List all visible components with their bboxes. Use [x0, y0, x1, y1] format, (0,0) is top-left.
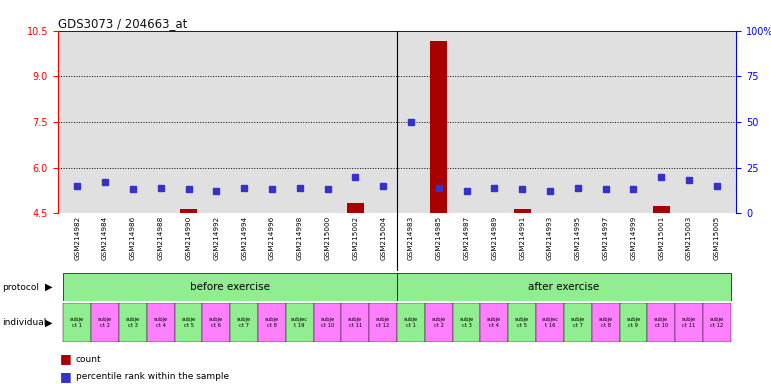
Text: GSM214994: GSM214994	[241, 216, 247, 260]
Text: individual: individual	[2, 318, 47, 327]
Text: percentile rank within the sample: percentile rank within the sample	[76, 372, 229, 381]
Bar	[564, 303, 591, 342]
Bar	[258, 303, 286, 342]
Text: subje
ct 12: subje ct 12	[710, 317, 724, 328]
Text: GSM214989: GSM214989	[491, 216, 497, 260]
Bar	[397, 273, 731, 301]
Text: GSM214991: GSM214991	[519, 216, 525, 260]
Bar	[430, 41, 447, 213]
Text: subje
ct 7: subje ct 7	[237, 317, 251, 328]
Bar	[286, 303, 314, 342]
Text: after exercise: after exercise	[528, 282, 600, 292]
Text: GSM215000: GSM215000	[325, 216, 331, 260]
Text: ▶: ▶	[45, 282, 52, 292]
Bar	[342, 303, 369, 342]
Text: ■: ■	[60, 353, 72, 366]
Bar	[453, 303, 480, 342]
Bar	[91, 303, 119, 342]
Bar	[648, 303, 675, 342]
Bar	[314, 303, 342, 342]
Text: subje
ct 3: subje ct 3	[460, 317, 473, 328]
Text: GSM214999: GSM214999	[631, 216, 636, 260]
Text: GSM214982: GSM214982	[74, 216, 80, 260]
Text: subje
ct 4: subje ct 4	[153, 317, 168, 328]
Text: GSM214985: GSM214985	[436, 216, 442, 260]
Text: GSM214990: GSM214990	[186, 216, 191, 260]
Text: protocol: protocol	[2, 283, 39, 291]
Text: GSM214992: GSM214992	[214, 216, 219, 260]
Text: subje
ct 9: subje ct 9	[626, 317, 641, 328]
Text: subje
ct 11: subje ct 11	[682, 317, 696, 328]
Text: subjec
t 19: subjec t 19	[291, 317, 308, 328]
Bar	[620, 303, 648, 342]
Text: subje
ct 8: subje ct 8	[598, 317, 613, 328]
Bar	[591, 303, 620, 342]
Text: GSM215004: GSM215004	[380, 216, 386, 260]
Bar	[508, 303, 536, 342]
Text: GSM215001: GSM215001	[658, 216, 665, 260]
Bar	[174, 303, 203, 342]
Text: ■: ■	[60, 370, 72, 383]
Text: GSM214988: GSM214988	[158, 216, 163, 260]
Text: subje
ct 7: subje ct 7	[571, 317, 585, 328]
Bar	[397, 303, 425, 342]
Bar	[180, 210, 197, 213]
Bar	[675, 303, 703, 342]
Bar	[425, 303, 453, 342]
Text: before exercise: before exercise	[190, 282, 270, 292]
Text: subjec
t 16: subjec t 16	[541, 317, 558, 328]
Bar	[146, 303, 174, 342]
Text: subje
ct 5: subje ct 5	[181, 317, 196, 328]
Bar	[653, 207, 669, 213]
Bar	[63, 273, 397, 301]
Bar	[536, 303, 564, 342]
Text: ▶: ▶	[45, 318, 52, 328]
Bar	[703, 303, 731, 342]
Text: GSM214996: GSM214996	[269, 216, 275, 260]
Bar	[480, 303, 508, 342]
Text: subje
ct 3: subje ct 3	[126, 317, 140, 328]
Text: subje
ct 12: subje ct 12	[376, 317, 390, 328]
Bar	[347, 204, 364, 213]
Text: GSM214984: GSM214984	[102, 216, 108, 260]
Text: subje
ct 6: subje ct 6	[209, 317, 224, 328]
Text: subje
ct 1: subje ct 1	[70, 317, 84, 328]
Text: subje
ct 11: subje ct 11	[348, 317, 362, 328]
Bar	[63, 303, 91, 342]
Text: GSM215002: GSM215002	[352, 216, 359, 260]
Text: GSM214983: GSM214983	[408, 216, 414, 260]
Text: subje
ct 1: subje ct 1	[404, 317, 418, 328]
Text: subje
ct 2: subje ct 2	[98, 317, 113, 328]
Text: subje
ct 4: subje ct 4	[487, 317, 501, 328]
Text: GSM215003: GSM215003	[686, 216, 692, 260]
Text: GSM214995: GSM214995	[575, 216, 581, 260]
Text: GSM215005: GSM215005	[714, 216, 720, 260]
Text: subje
ct 10: subje ct 10	[321, 317, 335, 328]
Text: subje
ct 5: subje ct 5	[515, 317, 530, 328]
Bar	[231, 303, 258, 342]
Bar	[513, 210, 530, 213]
Text: GSM214993: GSM214993	[547, 216, 553, 260]
Text: GSM214986: GSM214986	[130, 216, 136, 260]
Text: count: count	[76, 354, 101, 364]
Text: GSM214987: GSM214987	[463, 216, 470, 260]
Text: GSM214998: GSM214998	[297, 216, 303, 260]
Bar	[119, 303, 146, 342]
Text: GDS3073 / 204663_at: GDS3073 / 204663_at	[58, 17, 187, 30]
Bar	[369, 303, 397, 342]
Bar	[203, 303, 231, 342]
Text: GSM214997: GSM214997	[603, 216, 608, 260]
Text: subje
ct 8: subje ct 8	[264, 317, 279, 328]
Text: subje
ct 2: subje ct 2	[432, 317, 446, 328]
Text: subje
ct 10: subje ct 10	[654, 317, 668, 328]
